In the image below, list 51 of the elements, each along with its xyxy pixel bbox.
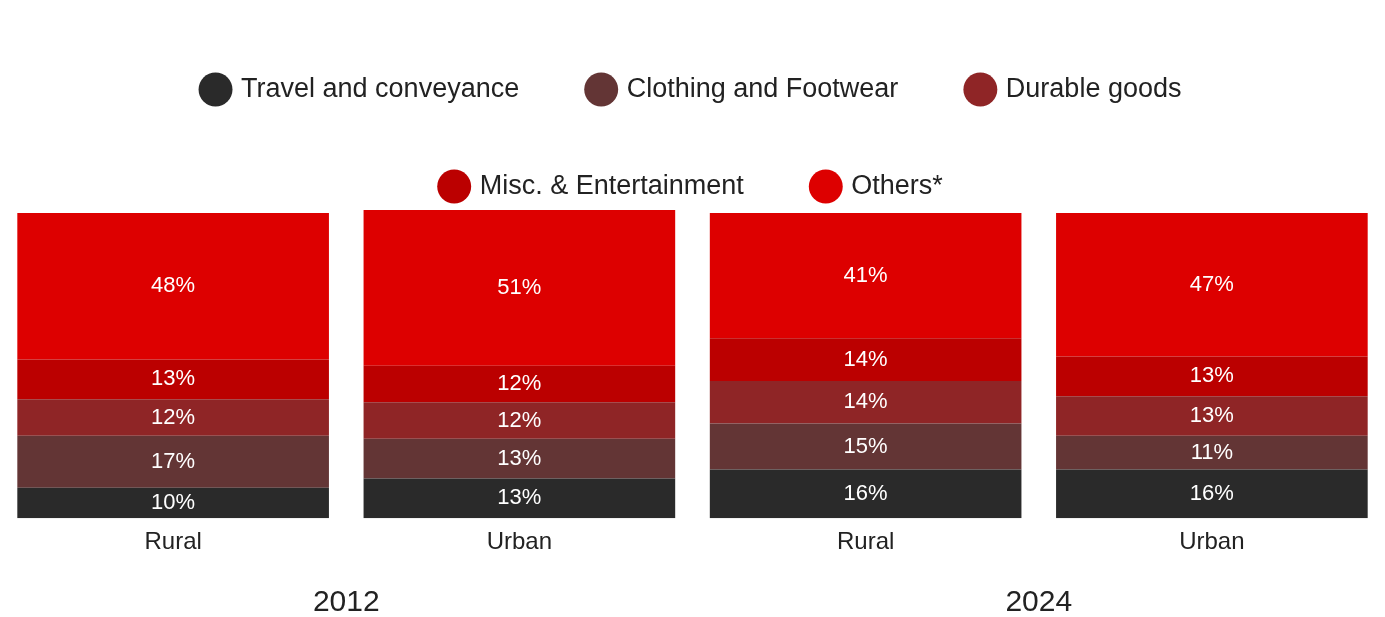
bar — [709, 213, 1022, 339]
data-label: 16% — [843, 479, 888, 505]
data-label: 15% — [843, 432, 888, 458]
bar — [709, 423, 1022, 470]
x-tick-label: Rural — [836, 527, 895, 555]
bar — [709, 380, 1022, 424]
bar — [1056, 356, 1368, 397]
text: 2024 — [1005, 584, 1073, 617]
bar — [709, 338, 1022, 381]
bar — [1056, 435, 1368, 470]
data-label: 48% — [151, 272, 196, 298]
x-tick-label: Urban — [486, 527, 553, 555]
legend-label: Clothing and Footwear — [626, 72, 899, 103]
bar — [363, 438, 676, 479]
data-label: 14% — [843, 388, 888, 414]
bar — [1056, 396, 1368, 436]
x-tick-label: Rural — [144, 527, 202, 555]
bar — [1056, 213, 1368, 357]
bar — [363, 210, 676, 366]
data-label: 12% — [151, 403, 196, 429]
data-label: 41% — [843, 261, 888, 287]
bar — [17, 487, 329, 519]
bar — [1056, 469, 1368, 519]
legend-label: Durable goods — [1005, 72, 1182, 103]
data-label: 13% — [497, 444, 542, 470]
bar — [709, 469, 1022, 519]
data-label: 17% — [151, 447, 196, 473]
data-label: 13% — [1189, 362, 1234, 388]
data-label: 13% — [497, 484, 542, 510]
bar — [363, 402, 676, 439]
data-label: 16% — [1189, 479, 1234, 505]
data-label: 51% — [497, 273, 542, 299]
bar — [17, 435, 329, 488]
data-label: 11% — [1190, 438, 1234, 464]
bar — [17, 399, 329, 436]
data-label: 13% — [151, 365, 196, 391]
data-label: 14% — [843, 345, 888, 371]
data-label: 12% — [497, 406, 542, 432]
legend-label: Others* — [851, 169, 944, 200]
legend-label: Travel and conveyance — [241, 72, 520, 103]
bar — [363, 365, 676, 403]
data-label: 10% — [151, 489, 196, 515]
data-label: 13% — [1189, 402, 1234, 428]
x-tick-label: Urban — [1179, 527, 1245, 555]
legend-label: Misc. & Entertainment — [479, 169, 745, 200]
bar — [363, 478, 676, 519]
text: 2012 — [312, 584, 380, 617]
data-label: 12% — [497, 370, 542, 395]
bar — [17, 359, 329, 400]
data-label: 47% — [1189, 270, 1234, 296]
bar — [17, 213, 329, 360]
